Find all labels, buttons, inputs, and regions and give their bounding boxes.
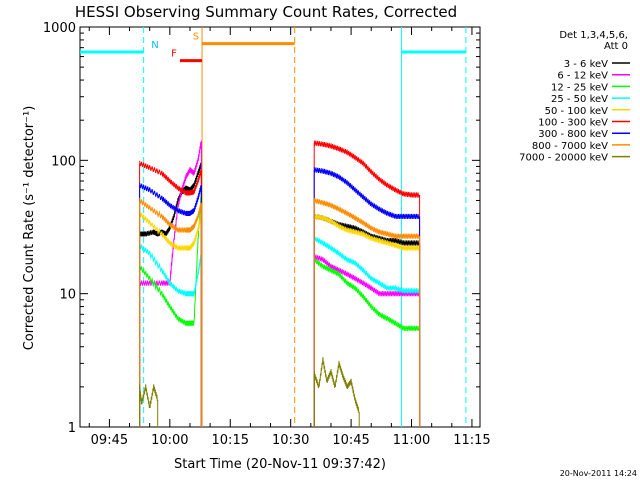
chart-title: HESSI Observing Summary Count Rates, Cor…: [75, 3, 457, 21]
x-tick-label: 10:45: [332, 433, 369, 448]
legend-entry: 50 - 100 keV: [545, 106, 609, 117]
series-line: [139, 384, 159, 427]
legend-entry: 25 - 50 keV: [551, 94, 608, 105]
legend-entry: 100 - 300 keV: [538, 118, 608, 129]
x-tick-label: 11:00: [393, 433, 430, 448]
legend-title: Det 1,3,4,5,6,: [559, 30, 628, 41]
legend-entry: 6 - 12 keV: [557, 71, 608, 82]
legend-entry: 7000 - 20000 keV: [519, 153, 608, 164]
x-axis-label: Start Time (20-Nov-11 09:37:42): [174, 457, 386, 472]
legend-entry: 800 - 7000 keV: [532, 141, 608, 152]
plot-layer: 09:45 10:00 10:15 10:30 10:45 11:00 11:15 1 10 10…: [43, 21, 491, 448]
overlay-label: F: [171, 49, 177, 60]
x-tick-label: 10:00: [151, 433, 188, 448]
overlay-label: N: [151, 40, 158, 51]
y-axis-label: Corrected Count Rate (s⁻¹ detector⁻¹): [22, 106, 37, 351]
x-tick-label: 10:30: [272, 433, 309, 448]
plot-frame: [79, 26, 481, 428]
legend-entry: 3 - 6 keV: [564, 59, 608, 70]
x-tick-label: 11:15: [453, 433, 490, 448]
x-tick-label: 10:15: [212, 433, 249, 448]
y-tick-label: 10: [59, 288, 76, 303]
series-line: [313, 357, 360, 427]
y-tick-label: 100: [51, 154, 76, 169]
x-tick-label: 09:45: [91, 433, 128, 448]
legend-title: Att 0: [604, 41, 628, 52]
overlay-label: S: [193, 32, 199, 43]
y-tick-label: 1: [68, 421, 76, 436]
legend-entry: 300 - 800 keV: [538, 129, 608, 140]
timestamp: 20-Nov-2011 14:24: [560, 469, 637, 478]
legend-entry: 12 - 25 keV: [551, 82, 608, 93]
y-tick-label: 1000: [43, 21, 76, 36]
